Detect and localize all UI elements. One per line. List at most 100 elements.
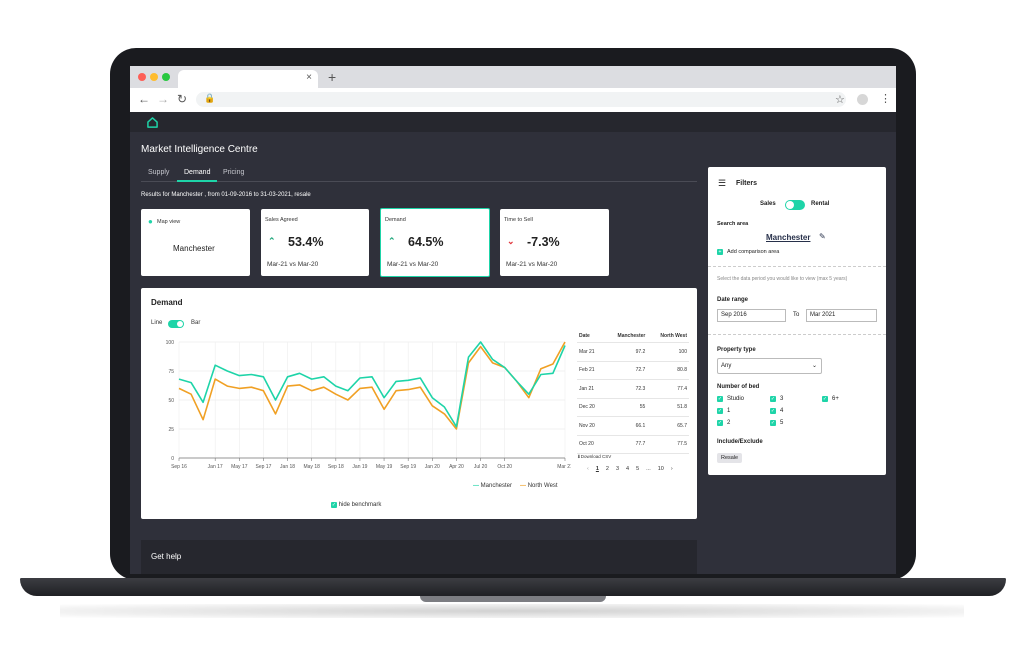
back-button[interactable]: ← <box>138 92 150 106</box>
property-type-select[interactable]: Any ⌄ <box>717 358 822 374</box>
checkbox-checked-icon[interactable]: ✓ <box>717 408 723 414</box>
cell-date: Feb 21 <box>577 361 605 380</box>
x-tick-label: May 18 <box>303 464 320 470</box>
reload-button[interactable]: ↻ <box>177 92 188 106</box>
get-help-title: Get help <box>151 552 182 561</box>
sales-agreed-title: Sales Agreed <box>265 217 298 223</box>
time-to-sell-card[interactable]: Time to Sell ⌄ -7.3% Mar-21 vs Mar-20 <box>500 209 609 276</box>
checkbox-checked-icon[interactable]: ✓ <box>770 420 776 426</box>
cell-north-west: 65.7 <box>647 416 689 436</box>
home-logo-icon[interactable] <box>147 117 158 128</box>
down-double-arrow-icon: ⌄ <box>507 236 515 246</box>
time-to-sell-value: -7.3% <box>527 235 560 249</box>
chart-panel-title: Demand <box>151 298 183 307</box>
checkbox-checked-icon[interactable]: ✓ <box>770 396 776 402</box>
y-tick-label: 100 <box>166 340 175 346</box>
x-tick-label: Sep 17 <box>256 464 272 470</box>
demand-table: Date Manchester North West Mar 21 97.2 100… <box>577 330 689 472</box>
sales-rental-toggle[interactable] <box>785 200 805 210</box>
download-icon: ⬇ <box>577 454 581 459</box>
results-summary: Results for Manchester , from 01-09-2016… <box>141 192 311 198</box>
tab-demand[interactable]: Demand <box>184 169 211 176</box>
filters-title: Filters <box>736 180 758 187</box>
cell-north-west: 80.8 <box>647 361 689 380</box>
laptop-shadow <box>60 604 964 618</box>
demand-card[interactable]: Demand ⌃ 64.5% Mar-21 vs Mar-20 <box>380 208 490 277</box>
resale-chip[interactable]: Resale <box>717 453 743 463</box>
profile-avatar[interactable] <box>857 94 868 105</box>
table-row: Dec 20 55 51.8 <box>577 398 689 417</box>
checkbox-checked-icon[interactable]: ✓ <box>770 408 776 414</box>
line-bar-toggle[interactable] <box>168 320 184 328</box>
series-line-manchester <box>178 341 566 428</box>
next-page-button[interactable]: › <box>670 466 673 472</box>
tab-close-icon[interactable]: × <box>306 72 312 83</box>
demand-card-compare: Mar-21 vs Mar-20 <box>387 261 439 268</box>
laptop-hinge <box>420 596 606 602</box>
add-comparison-area-button[interactable]: Add comparison area <box>727 249 780 255</box>
browser-toolbar: ← → ↻ 🔒 ☆ ⋮ <box>130 88 896 113</box>
bookmark-star-icon[interactable]: ☆ <box>835 94 845 106</box>
rental-label: Rental <box>811 201 830 207</box>
hide-benchmark-toggle[interactable]: ✓ hide benchmark <box>331 502 382 508</box>
legend-manchester[interactable]: — Manchester <box>473 483 513 489</box>
cell-date: Nov 20 <box>577 416 605 436</box>
checkbox-checked-icon[interactable]: ✓ <box>717 420 723 426</box>
x-tick-label: May 17 <box>231 464 248 470</box>
page-4[interactable]: 4 <box>626 466 630 472</box>
tab-supply[interactable]: Supply <box>148 169 170 176</box>
page-3[interactable]: 3 <box>615 466 620 472</box>
browser-menu-icon[interactable]: ⋮ <box>880 93 891 105</box>
bed-option-studio: Studio <box>727 396 745 402</box>
cell-north-west: 77.4 <box>647 379 689 399</box>
laptop-base <box>20 578 1006 596</box>
page-title: Market Intelligence Centre <box>141 144 258 155</box>
x-tick-label: Mar 21 <box>557 464 571 470</box>
edit-icon[interactable]: ✎ <box>819 232 826 241</box>
download-csv-link[interactable]: ⬇Download CSV <box>577 454 612 459</box>
cell-date: Mar 21 <box>577 342 605 362</box>
map-view-card[interactable]: ● Map view Manchester <box>141 209 250 276</box>
checkbox-checked-icon[interactable]: ✓ <box>331 502 337 508</box>
prev-page-button[interactable]: ‹ <box>587 466 589 472</box>
tabs-divider <box>141 181 697 182</box>
maximize-window-button[interactable] <box>162 73 170 81</box>
page-10[interactable]: 10 <box>657 466 664 472</box>
sales-agreed-compare: Mar-21 vs Mar-20 <box>267 261 319 268</box>
table-row: Nov 20 66.1 65.7 <box>577 416 689 436</box>
demand-card-value: 64.5% <box>408 235 444 249</box>
demand-chart-panel: Demand Line Bar 0 25 50 75 100 Sep 16 Jan 17 Ma… <box>141 288 697 519</box>
page-2[interactable]: 2 <box>605 466 609 472</box>
new-tab-button[interactable]: + <box>328 69 337 85</box>
checkbox-checked-icon[interactable]: ✓ <box>822 396 828 402</box>
add-icon: + <box>717 249 723 255</box>
forward-button[interactable]: → <box>157 92 169 106</box>
sales-label: Sales <box>760 201 776 207</box>
address-bar[interactable]: 🔒 <box>196 92 846 107</box>
legend-north-west[interactable]: — North West <box>520 483 558 489</box>
checkbox-checked-icon[interactable]: ✓ <box>717 396 723 402</box>
line-label: Line <box>151 320 163 326</box>
cell-date: Dec 20 <box>577 398 605 417</box>
search-area-value[interactable]: Manchester <box>766 233 811 242</box>
close-window-button[interactable] <box>138 73 146 81</box>
table-pagination: ‹ 1 2 3 4 5 ... 10 › <box>577 466 689 472</box>
tab-pricing[interactable]: Pricing <box>223 169 245 176</box>
filters-panel: ☰ Filters Sales Rental Search area Manch… <box>708 167 886 475</box>
browser-tabbar: × + <box>130 66 896 88</box>
sales-agreed-value: 53.4% <box>288 235 324 249</box>
minimize-window-button[interactable] <box>150 73 158 81</box>
browser-tab[interactable]: × <box>178 70 318 88</box>
map-pin-icon: ● <box>148 217 153 226</box>
sales-agreed-card[interactable]: Sales Agreed ⌃ 53.4% Mar-21 vs Mar-20 <box>261 209 369 276</box>
date-to-input[interactable]: Mar 2021 <box>806 309 877 322</box>
page-5[interactable]: 5 <box>636 466 640 472</box>
screen: × + ← → ↻ 🔒 ☆ ⋮ Market Intelligence Cent… <box>130 66 896 574</box>
date-from-input[interactable]: Sep 2016 <box>717 309 786 322</box>
app-header <box>130 112 896 132</box>
cell-date: Oct 20 <box>577 435 605 454</box>
property-type-value: Any <box>721 363 732 369</box>
table-row: Jan 21 72.3 77.4 <box>577 379 689 399</box>
page-1[interactable]: 1 <box>595 466 599 472</box>
bed-option-1: 1 <box>727 408 731 414</box>
